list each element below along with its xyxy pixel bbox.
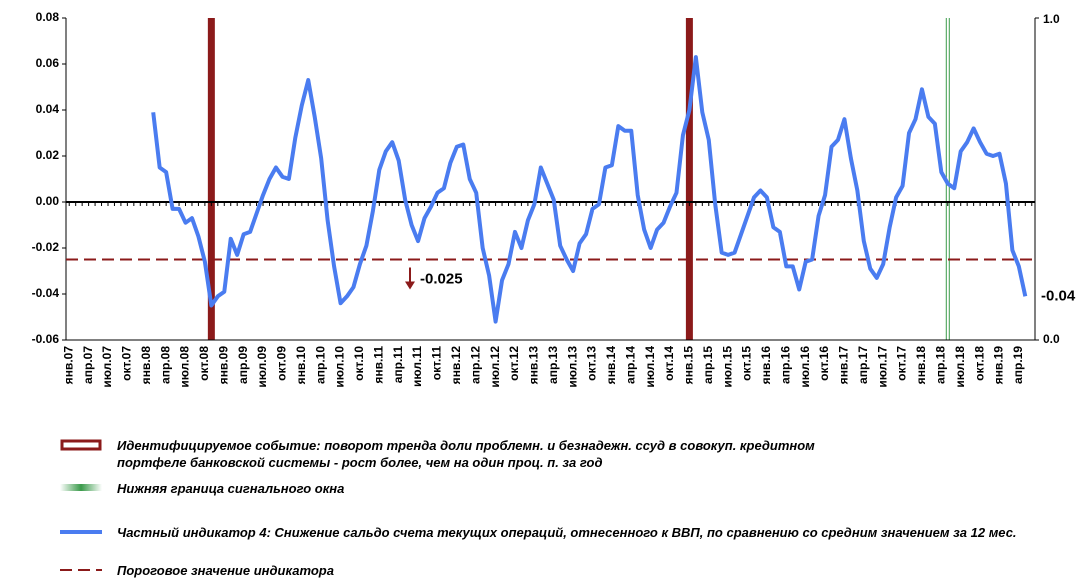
x-tick-label: янв.15 — [682, 346, 696, 385]
threshold-arrow-head — [405, 281, 415, 290]
x-tick-label: апр.11 — [391, 346, 405, 384]
x-tick-label: янв.08 — [139, 346, 153, 385]
y-tick-label: -0.06 — [32, 332, 60, 346]
x-tick-label: апр.19 — [1011, 346, 1025, 384]
x-tick-label: окт.11 — [430, 346, 444, 381]
series-line — [151, 55, 1028, 324]
x-tick-label: янв.07 — [61, 346, 75, 385]
y-tick-label: 0.00 — [36, 194, 60, 208]
x-tick-label: апр.10 — [313, 346, 327, 384]
x-tick-label: окт.10 — [352, 346, 366, 381]
x-tick-label: янв.18 — [914, 346, 928, 385]
y-tick-label: 0.06 — [36, 56, 60, 70]
x-tick-label: окт.18 — [972, 346, 986, 381]
legend-swatch — [60, 439, 102, 451]
x-tick-label: июл.12 — [488, 346, 502, 388]
x-tick-label: июл.15 — [720, 346, 734, 388]
y-tick-label: -0.04 — [32, 286, 60, 300]
x-tick-label: июл.08 — [178, 346, 192, 388]
x-tick-label: янв.19 — [992, 346, 1006, 385]
x-tick-label: янв.13 — [527, 346, 541, 385]
legend-series: Частный индикатор 4: Снижение сальдо сче… — [117, 525, 1017, 540]
x-tick-label: апр.12 — [468, 346, 482, 384]
x-tick-label: окт.13 — [585, 346, 599, 381]
x-tick-label: июл.11 — [410, 346, 424, 387]
x-tick-label: июл.17 — [875, 346, 889, 388]
x-tick-label: апр.16 — [778, 346, 792, 384]
x-tick-label: окт.16 — [817, 346, 831, 381]
x-tick-label: янв.16 — [759, 346, 773, 385]
x-tick-label: июл.14 — [643, 346, 657, 388]
x-tick-label: янв.12 — [449, 346, 463, 385]
x-tick-label: июл.16 — [798, 346, 812, 388]
y2-tick-label: 0.0 — [1043, 332, 1060, 346]
x-tick-label: окт.08 — [197, 346, 211, 381]
x-tick-label: апр.15 — [701, 346, 715, 384]
x-tick-label: окт.14 — [662, 346, 676, 381]
y-tick-label: -0.02 — [32, 240, 60, 254]
x-tick-label: окт.12 — [507, 346, 521, 381]
x-tick-label: июл.13 — [565, 346, 579, 388]
x-tick-label: апр.14 — [623, 346, 637, 384]
x-tick-label: июл.07 — [100, 346, 114, 388]
x-tick-label: апр.18 — [934, 346, 948, 384]
x-tick-label: окт.07 — [120, 346, 134, 381]
y2-tick-label: 1.0 — [1043, 12, 1060, 26]
x-tick-label: окт.17 — [895, 346, 909, 381]
x-tick-label: июл.10 — [333, 346, 347, 388]
legend-window: Нижняя граница сигнального окна — [117, 481, 345, 496]
legend-events: Идентифицируемое событие: поворот тренда… — [117, 438, 815, 470]
x-tick-label: июл.09 — [255, 346, 269, 388]
x-tick-label: янв.09 — [216, 346, 230, 385]
x-tick-label: апр.07 — [81, 346, 95, 384]
x-tick-label: июл.18 — [953, 346, 967, 388]
y-tick-label: 0.02 — [36, 148, 60, 162]
legend-swatch — [60, 484, 102, 491]
legend-threshold: Пороговое значение индикатора — [117, 563, 334, 578]
x-tick-label: окт.09 — [275, 346, 289, 381]
threshold-label: -0.025 — [420, 270, 463, 287]
x-tick-label: апр.09 — [236, 346, 250, 384]
x-tick-label: янв.14 — [604, 346, 618, 385]
event-bar — [207, 18, 215, 340]
x-tick-label: апр.08 — [158, 346, 172, 384]
x-tick-label: янв.10 — [294, 346, 308, 385]
y-tick-label: 0.08 — [36, 10, 60, 24]
x-tick-label: апр.13 — [546, 346, 560, 384]
x-tick-label: апр.17 — [856, 346, 870, 384]
x-tick-label: окт.15 — [740, 346, 754, 381]
x-tick-label: янв.11 — [371, 346, 385, 384]
event-bar — [685, 18, 693, 340]
y-tick-label: 0.04 — [36, 102, 60, 116]
value-label: -0.04 — [1041, 287, 1076, 304]
x-tick-label: янв.17 — [837, 346, 851, 385]
